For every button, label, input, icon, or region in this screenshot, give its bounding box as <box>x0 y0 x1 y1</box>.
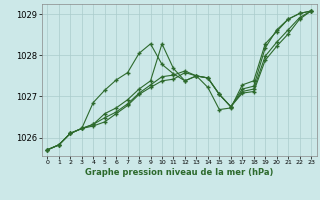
X-axis label: Graphe pression niveau de la mer (hPa): Graphe pression niveau de la mer (hPa) <box>85 168 273 177</box>
